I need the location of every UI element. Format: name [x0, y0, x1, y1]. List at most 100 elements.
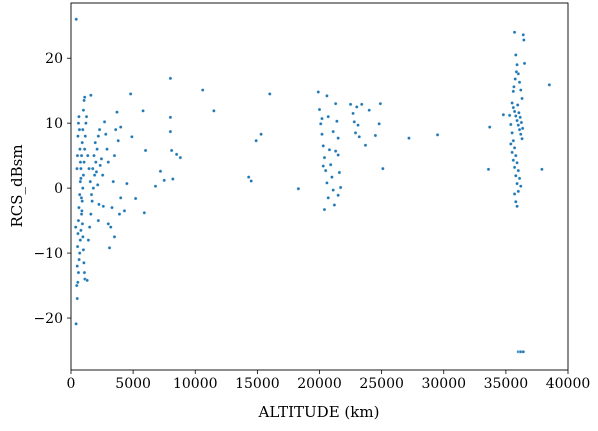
- data-point: [87, 166, 91, 171]
- data-point: [517, 80, 522, 85]
- data-point: [113, 127, 118, 132]
- data-point: [85, 153, 90, 158]
- data-point: [337, 170, 342, 175]
- data-point: [133, 196, 138, 201]
- data-point: [512, 30, 517, 35]
- data-point: [84, 114, 89, 119]
- data-point: [79, 212, 84, 216]
- data-point: [512, 146, 517, 150]
- data-point: [318, 122, 323, 126]
- data-point: [514, 199, 518, 204]
- data-point: [316, 90, 321, 94]
- data-point: [102, 120, 107, 124]
- data-point: [81, 186, 85, 190]
- data-point: [326, 196, 330, 200]
- data-point: [510, 131, 514, 135]
- data-point: [514, 153, 518, 158]
- data-point: [547, 83, 552, 87]
- data-point: [97, 127, 102, 132]
- data-point: [512, 85, 516, 89]
- data-point: [92, 153, 96, 158]
- data-point: [92, 173, 97, 177]
- data-point: [78, 238, 83, 242]
- data-point: [81, 108, 86, 112]
- data-point: [77, 192, 82, 197]
- data-point: [515, 62, 519, 67]
- data-point: [76, 218, 81, 223]
- data-point: [89, 212, 93, 216]
- data-point: [106, 160, 111, 164]
- data-point: [79, 153, 84, 158]
- data-point: [331, 188, 335, 192]
- data-point: [507, 113, 512, 118]
- data-point: [143, 148, 148, 153]
- data-point: [407, 136, 411, 140]
- data-point: [333, 149, 338, 153]
- data-point: [317, 107, 322, 112]
- x-tick-label: 0: [67, 376, 76, 392]
- data-point: [348, 102, 353, 107]
- data-point: [79, 166, 83, 171]
- data-point: [540, 167, 544, 172]
- data-point: [74, 322, 78, 326]
- data-point: [94, 170, 99, 174]
- data-point: [259, 132, 263, 136]
- data-point: [80, 209, 84, 213]
- data-point: [81, 127, 85, 132]
- data-point: [514, 53, 518, 57]
- data-point: [96, 218, 101, 223]
- data-point: [328, 162, 333, 167]
- data-point: [510, 150, 514, 155]
- data-point: [86, 238, 91, 242]
- data-point: [82, 98, 86, 103]
- data-point: [510, 101, 514, 105]
- data-point: [514, 70, 519, 74]
- data-point: [325, 181, 329, 185]
- data-point: [513, 77, 517, 81]
- x-tick-label: 35000: [484, 376, 529, 392]
- data-point: [511, 138, 516, 143]
- data-point: [81, 235, 85, 239]
- data-point: [522, 38, 526, 42]
- data-point: [336, 153, 340, 157]
- data-point: [74, 17, 78, 22]
- plot-frame: [70, 2, 569, 371]
- data-point: [246, 175, 251, 179]
- x-axis-label: ALTITUDE (km): [258, 403, 380, 421]
- data-point: [268, 92, 272, 96]
- data-point: [325, 94, 329, 98]
- data-point: [76, 121, 81, 125]
- data-point: [111, 179, 116, 184]
- data-point: [75, 296, 79, 301]
- data-point: [332, 203, 337, 207]
- data-point: [108, 225, 113, 229]
- data-point: [522, 61, 527, 66]
- data-point: [516, 123, 521, 127]
- data-point: [336, 136, 340, 140]
- data-point: [75, 264, 79, 268]
- data-point: [178, 155, 183, 160]
- data-point: [515, 161, 519, 165]
- data-point: [75, 153, 80, 158]
- data-point: [363, 143, 368, 148]
- data-point: [322, 207, 327, 212]
- data-point: [77, 114, 81, 119]
- data-point: [520, 136, 524, 141]
- data-point: [89, 192, 94, 197]
- data-point: [519, 88, 523, 92]
- data-point: [107, 246, 112, 250]
- data-point: [515, 103, 520, 107]
- x-tick-label: 40000: [546, 376, 591, 392]
- data-point: [296, 186, 301, 191]
- x-tick-label: 15000: [235, 376, 280, 392]
- data-point: [352, 120, 357, 124]
- data-point: [142, 211, 147, 215]
- data-point: [515, 118, 519, 123]
- data-point: [168, 129, 173, 134]
- y-axis-label: RCS_dBsm: [8, 144, 26, 227]
- data-point: [77, 205, 81, 210]
- data-point: [117, 212, 122, 216]
- data-point: [515, 181, 519, 186]
- y-tick-label: 20: [45, 51, 63, 67]
